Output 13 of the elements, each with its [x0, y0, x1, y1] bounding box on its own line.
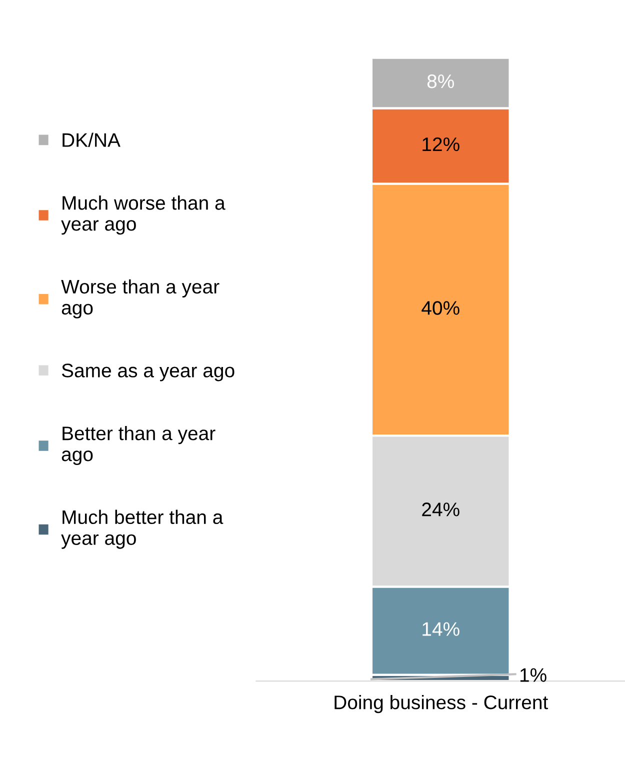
- data-label: 40%: [422, 301, 460, 315]
- legend-label: Better than a year ago: [62, 426, 216, 466]
- data-label: 24%: [422, 502, 460, 516]
- x-tick-label: Doing business - Current: [334, 694, 548, 714]
- legend-label: Much better than a year ago: [61, 510, 224, 549]
- legend-label: Same as a year ago: [62, 364, 234, 382]
- data-label: 8%: [427, 74, 454, 88]
- legend-label: Much worse than a year ago: [61, 196, 226, 235]
- legend-label: Worse than a year ago: [61, 279, 220, 318]
- data-label: 1%: [520, 668, 546, 682]
- data-label: 12%: [422, 137, 460, 152]
- data-label: 14%: [422, 622, 460, 636]
- legend-label: DK/NA: [62, 132, 120, 147]
